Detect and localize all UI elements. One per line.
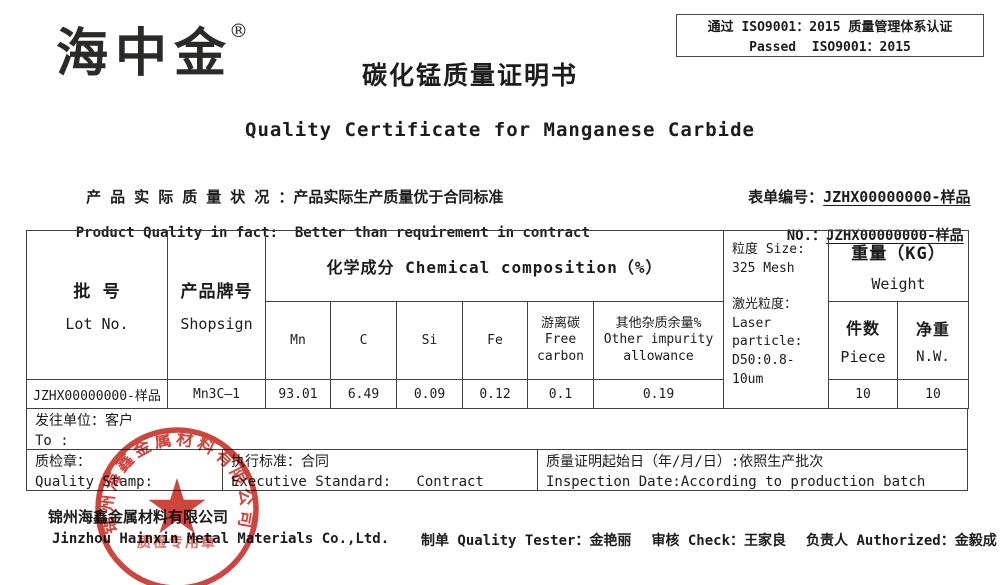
ship-to-row: 发往单位：客户 To : bbox=[26, 409, 968, 450]
nw-en: N.W. bbox=[916, 349, 950, 365]
quality-stamp-en: Quality Stamp: bbox=[35, 474, 154, 491]
quality-status-line-cn: 产 品 实 际 质 量 状 况 ：产品实际生产质量优于合同标准 bbox=[50, 168, 503, 225]
composition-table: 批 号 Lot No. 产品牌号 Shopsign 化学成分 Chemical … bbox=[26, 230, 970, 409]
checker-pair: 审核 Check：王家良 bbox=[651, 530, 786, 550]
free-carbon-en1: Free bbox=[544, 332, 577, 348]
tester-label: 制单 Quality Tester： bbox=[421, 533, 590, 549]
laser-particle-label: 激光粒度： Laser particle: D50:0.8-10um bbox=[732, 296, 824, 390]
header-shopsign: 产品牌号 Shopsign bbox=[167, 230, 266, 380]
impurity-en2: allowance bbox=[623, 348, 694, 364]
standard-cn: 执行标准：合同 bbox=[231, 454, 329, 470]
free-carbon-cn: 游离碳 bbox=[540, 316, 580, 332]
cell-mn: 93.01 bbox=[265, 379, 331, 409]
ship-to-cn: 发往单位：客户 bbox=[35, 413, 133, 429]
laser-line2: Laser bbox=[732, 315, 772, 331]
iso-certification-box: 通过 ISO9001：2015 质量管理体系认证 Passed ISO9001：… bbox=[676, 14, 984, 57]
header-particle-size: 粒度 Size: 325 Mesh 激光粒度： Laser particle: … bbox=[723, 230, 829, 409]
main-table: 批 号 Lot No. 产品牌号 Shopsign 化学成分 Chemical … bbox=[26, 230, 970, 491]
header-lot-en: Lot No. bbox=[65, 315, 129, 333]
authorized-label: 负责人 Authorized： bbox=[806, 533, 955, 549]
header-shopsign-cn: 产品牌号 bbox=[180, 282, 253, 302]
header-col-piece: 件数 Piece bbox=[828, 301, 898, 380]
laser-line3: particle: bbox=[732, 334, 803, 350]
laser-line4: D50:0.8-10um bbox=[732, 353, 795, 388]
inspection-date-en: Inspection Date:According to production … bbox=[546, 474, 926, 491]
authorized-value: 金毅成 bbox=[954, 533, 997, 549]
inspection-date-cell: 质量证明起始日（年/月/日）:依照生产批次 Inspection Date:Ac… bbox=[538, 450, 967, 490]
cell-c: 6.49 bbox=[330, 379, 397, 409]
tester-value: 金艳丽 bbox=[589, 533, 632, 549]
size-line1: 粒度 Size: bbox=[732, 242, 805, 257]
iso-line-en: Passed ISO9001：2015 bbox=[749, 40, 911, 55]
piece-cn: 件数 bbox=[845, 319, 880, 338]
footer-company-en: Jinzhou Hainxin Metal Materials Co.,Ltd. bbox=[52, 531, 390, 547]
cell-lot: JZHX00000000-样品 bbox=[26, 379, 168, 409]
header-lot-cn: 批 号 bbox=[73, 282, 121, 302]
page-title-cn: 碳化锰质量证明书 bbox=[361, 61, 578, 90]
size-label: 粒度 Size: 325 Mesh bbox=[732, 241, 824, 279]
header-col-free-carbon: 游离碳 Free carbon bbox=[527, 301, 594, 380]
header-col-c: C bbox=[330, 301, 397, 380]
signature-line: 制单 Quality Tester：金艳丽 审核 Check：王家良 负责人 A… bbox=[421, 530, 997, 550]
page-title-en: Quality Certificate for Manganese Carbid… bbox=[245, 119, 755, 141]
piece-en: Piece bbox=[840, 348, 886, 366]
company-logo: 海中金® bbox=[56, 20, 248, 85]
footer-company-cn: 锦州海鑫金属材料有限公司 bbox=[48, 508, 229, 526]
cell-shopsign: Mn3C—1 bbox=[167, 379, 266, 409]
header-col-fe: Fe bbox=[462, 301, 528, 380]
free-carbon-en2: carbon bbox=[537, 348, 584, 364]
logo-text: 海中金 bbox=[56, 23, 234, 84]
nw-cn: 净重 bbox=[916, 320, 951, 339]
header-col-nw: 净重 N.W. bbox=[896, 301, 970, 380]
quality-status-label-cn: 产 品 实 际 质 量 状 况 ： bbox=[86, 188, 294, 206]
form-number-value: JZHX00000000-样品 bbox=[823, 188, 971, 206]
header-weight-en: Weight bbox=[871, 275, 926, 293]
impurity-en1: Other impurity bbox=[603, 332, 714, 348]
cell-piece: 10 bbox=[828, 379, 898, 409]
header-col-impurity: 其他杂质余量% Other impurity allowance bbox=[593, 301, 724, 380]
checker-label: 审核 Check： bbox=[651, 533, 745, 549]
size-line2: 325 Mesh bbox=[732, 260, 795, 276]
quality-status-value-cn: 产品实际生产质量优于合同标准 bbox=[293, 188, 504, 206]
cell-impurity: 0.19 bbox=[593, 379, 724, 409]
ship-to-en: To : bbox=[35, 433, 69, 450]
header-col-si: Si bbox=[396, 301, 463, 380]
header-composition: 化学成分 Chemical composition（%） bbox=[265, 230, 724, 302]
impurity-cn: 其他杂质余量% bbox=[615, 316, 702, 332]
cell-free-carbon: 0.1 bbox=[527, 379, 594, 409]
form-number-label: 表单编号： bbox=[748, 188, 824, 206]
standard-en: Executive Standard: Contract bbox=[231, 474, 484, 491]
header-lot: 批 号 Lot No. bbox=[26, 230, 168, 380]
table-row: JZHX00000000-样品 Mn3C—1 93.01 6.49 0.09 0… bbox=[26, 379, 970, 409]
inspection-date-cn: 质量证明起始日（年/月/日）:依照生产批次 bbox=[546, 454, 824, 470]
header-col-mn: Mn bbox=[265, 301, 331, 380]
registered-trademark-icon: ® bbox=[229, 20, 249, 42]
quality-stamp-cn: 质检章： bbox=[35, 454, 91, 470]
bottom-row: 质检章： Quality Stamp: 执行标准：合同 Executive St… bbox=[26, 450, 968, 491]
header-weight-cn: 重量（KG） bbox=[851, 244, 946, 264]
authorized-pair: 负责人 Authorized：金毅成 bbox=[806, 530, 997, 550]
quality-stamp-cell: 质检章： Quality Stamp: bbox=[27, 450, 223, 490]
cell-fe: 0.12 bbox=[462, 379, 528, 409]
checker-value: 王家良 bbox=[744, 533, 787, 549]
cell-nw: 10 bbox=[896, 379, 970, 409]
header-shopsign-en: Shopsign bbox=[180, 315, 253, 333]
cell-si: 0.09 bbox=[396, 379, 463, 409]
executive-standard-cell: 执行标准：合同 Executive Standard: Contract bbox=[223, 450, 538, 490]
form-number-line: 表单编号：JZHX00000000-样品 bbox=[712, 168, 971, 225]
laser-line1: 激光粒度： bbox=[732, 296, 798, 312]
header-weight: 重量（KG） Weight bbox=[827, 230, 970, 302]
tester-pair: 制单 Quality Tester：金艳丽 bbox=[421, 530, 631, 550]
header-composition-text: 化学成分 Chemical composition（%） bbox=[326, 258, 663, 277]
iso-line-cn: 通过 ISO9001：2015 质量管理体系认证 bbox=[707, 20, 953, 35]
